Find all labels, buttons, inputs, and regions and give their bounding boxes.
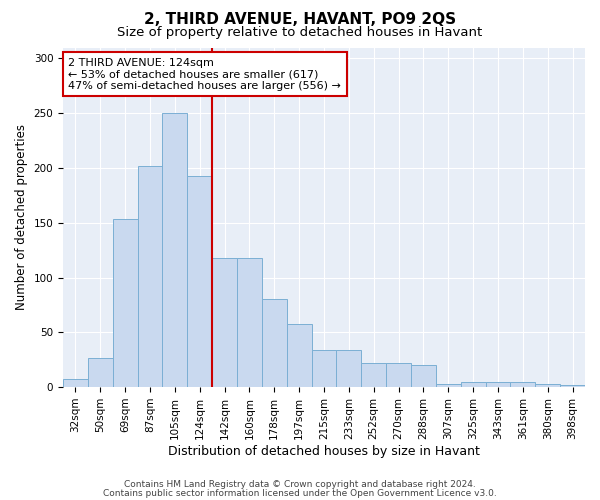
Bar [113,220,137,387]
Bar [485,382,511,387]
Text: 2, THIRD AVENUE, HAVANT, PO9 2QS: 2, THIRD AVENUE, HAVANT, PO9 2QS [144,12,456,28]
Bar [163,113,187,387]
Bar [386,363,411,387]
Bar [461,382,485,387]
Bar [311,350,337,387]
Bar [287,324,311,387]
Bar [535,384,560,387]
Bar [411,365,436,387]
Bar [262,300,287,387]
Bar [560,385,585,387]
Bar [436,384,461,387]
Bar [212,258,237,387]
Bar [187,176,212,387]
X-axis label: Distribution of detached houses by size in Havant: Distribution of detached houses by size … [168,444,480,458]
Bar [88,358,113,387]
Bar [511,382,535,387]
Text: Contains HM Land Registry data © Crown copyright and database right 2024.: Contains HM Land Registry data © Crown c… [124,480,476,489]
Text: 2 THIRD AVENUE: 124sqm
← 53% of detached houses are smaller (617)
47% of semi-de: 2 THIRD AVENUE: 124sqm ← 53% of detached… [68,58,341,91]
Bar [137,166,163,387]
Y-axis label: Number of detached properties: Number of detached properties [15,124,28,310]
Bar [237,258,262,387]
Text: Size of property relative to detached houses in Havant: Size of property relative to detached ho… [118,26,482,39]
Bar [361,363,386,387]
Text: Contains public sector information licensed under the Open Government Licence v3: Contains public sector information licen… [103,488,497,498]
Bar [63,380,88,387]
Bar [337,350,361,387]
